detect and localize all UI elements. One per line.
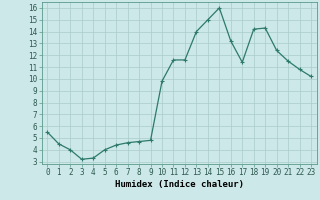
X-axis label: Humidex (Indice chaleur): Humidex (Indice chaleur)	[115, 180, 244, 189]
